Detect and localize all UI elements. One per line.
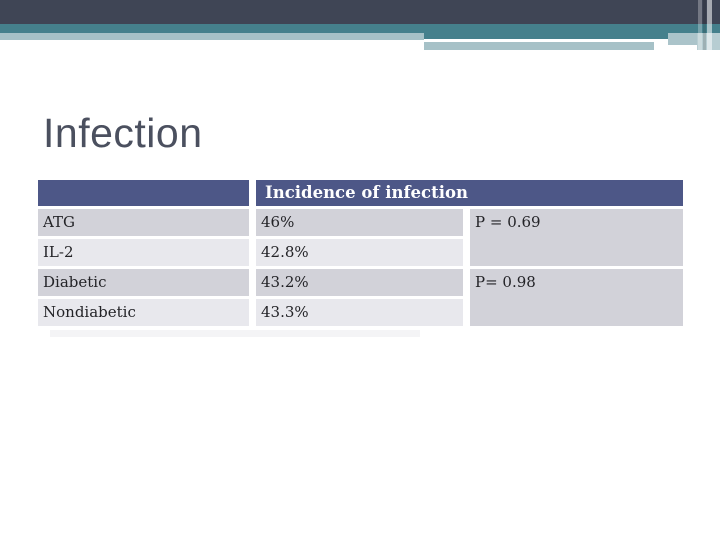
light-teal-block: [668, 33, 697, 45]
row-value-nondiabetic: 43.3%: [256, 299, 463, 326]
table-header-spacer-cell: [38, 180, 249, 206]
row-label-diabetic: Diabetic: [38, 269, 249, 296]
vertical-stripe-3: [707, 0, 712, 57]
table-reflection: [50, 330, 420, 337]
teal-bar-extension: [424, 33, 697, 39]
p-value-diabetic-nondiabetic: P= 0.98: [470, 269, 683, 326]
slide-title: Infection: [43, 110, 203, 156]
row-label-atg: ATG: [38, 209, 249, 236]
top-teal-bar: [0, 24, 720, 33]
top-dark-bar: [0, 0, 720, 24]
p-value-atg-il2: P = 0.69: [470, 209, 683, 266]
row-value-atg: 46%: [256, 209, 463, 236]
vertical-stripe-1: [698, 0, 702, 50]
table-header-incidence-cell: Incidence of infection: [256, 180, 683, 206]
light-teal-band-right: [424, 42, 654, 50]
infection-table: Incidence of infection ATG 46% P = 0.69 …: [38, 180, 683, 326]
row-label-nondiabetic: Nondiabetic: [38, 299, 249, 326]
vertical-stripe-2: [703, 0, 706, 50]
row-value-diabetic: 43.2%: [256, 269, 463, 296]
row-label-il2: IL-2: [38, 239, 249, 266]
light-teal-band-left: [0, 33, 424, 40]
row-value-il2: 42.8%: [256, 239, 463, 266]
white-divider-line: [424, 39, 668, 42]
